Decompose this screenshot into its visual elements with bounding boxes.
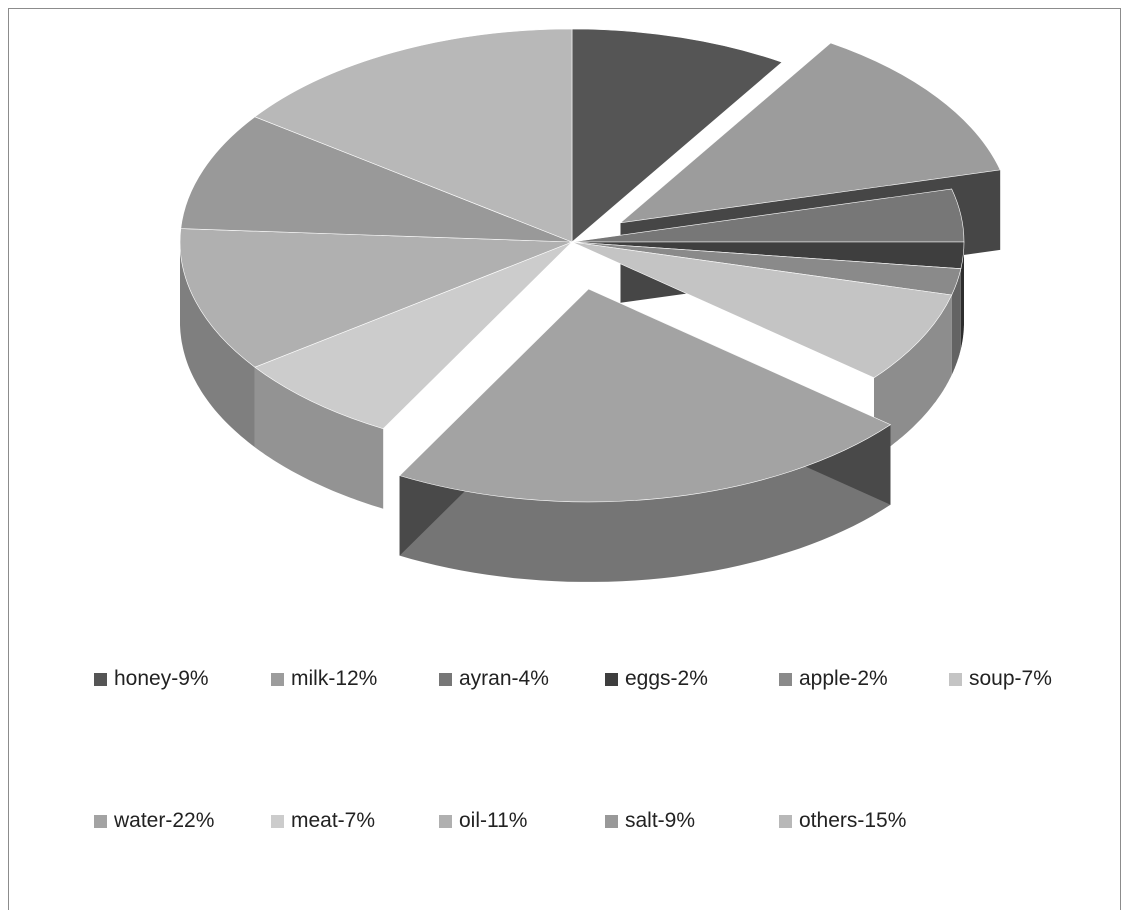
legend-item: soup-7% <box>949 667 1052 691</box>
pie-slice-wall-3 <box>960 242 964 349</box>
legend-label: salt-9% <box>625 809 696 832</box>
legend-label: ayran-4% <box>459 667 549 690</box>
pie-slice-milk <box>619 42 1001 224</box>
legend-item: others-15% <box>779 809 906 833</box>
legend-label: apple-2% <box>799 667 888 690</box>
pie-slice-others <box>254 28 573 243</box>
legend-label: milk-12% <box>291 667 378 690</box>
legend-item: honey-9% <box>94 667 209 691</box>
legend-label: others-15% <box>799 809 907 832</box>
legend-swatch <box>439 814 452 828</box>
legend-label: eggs-2% <box>625 667 708 690</box>
legend-item: water-22% <box>94 809 214 833</box>
pie-slice-wall-8 <box>180 242 255 448</box>
legend-label: soup-7% <box>969 667 1052 690</box>
pie-slice-soup <box>571 241 953 379</box>
legend-swatch <box>94 672 107 686</box>
legend-swatch <box>271 814 284 828</box>
pie-slice-wall-5 <box>874 295 952 458</box>
legend-swatch <box>94 814 107 828</box>
pie-slice-oil <box>179 228 573 368</box>
pie-slice-wall-7 <box>254 367 384 509</box>
pie-slice-wall-4 <box>951 268 961 375</box>
legend-label: honey-9% <box>114 667 209 690</box>
legend-item: apple-2% <box>779 667 888 691</box>
pie-slice-salt <box>180 116 573 243</box>
chart-area: honey-9% milk-12% ayran-4% eggs-2% apple-2% s… <box>8 8 1121 910</box>
legend-swatch <box>605 814 618 828</box>
legend-item: eggs-2% <box>605 667 708 691</box>
legend-item: oil-11% <box>439 809 527 833</box>
legend-swatch <box>779 814 792 828</box>
legend-item: meat-7% <box>271 809 375 833</box>
pie-slice-meat <box>254 241 573 430</box>
legend-label: water-22% <box>114 809 215 832</box>
legend-item: milk-12% <box>271 667 377 691</box>
pie-slice-honey <box>571 28 783 243</box>
legend-label: oil-11% <box>459 809 528 832</box>
pie-slice-wall-6 <box>399 424 891 582</box>
legend-item: ayran-4% <box>439 667 549 691</box>
legend-swatch <box>605 672 618 686</box>
pie-chart <box>179 28 1001 582</box>
legend-swatch <box>271 672 284 686</box>
legend-swatch <box>949 672 962 686</box>
legend-swatch <box>439 672 452 686</box>
legend-item: salt-9% <box>605 809 695 833</box>
pie-slice-water <box>399 288 892 503</box>
legend-label: meat-7% <box>291 809 376 832</box>
legend-swatch <box>779 672 792 686</box>
